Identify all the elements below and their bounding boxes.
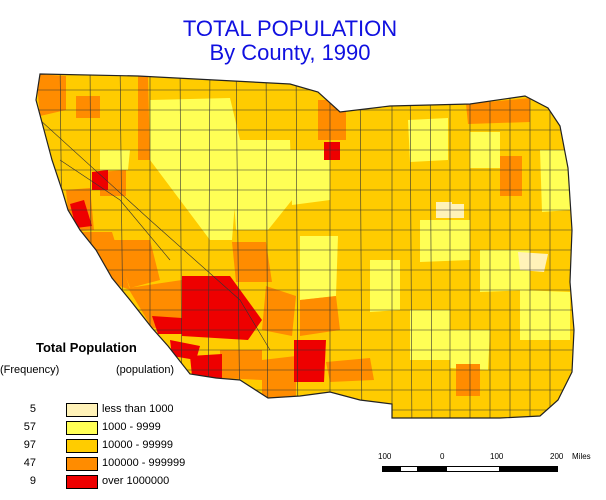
- county-fill-red: [92, 170, 108, 190]
- legend-population-header: (population): [116, 364, 175, 376]
- scale-label: 100: [378, 452, 392, 461]
- legend-row: 97 10000 - 99999: [0, 438, 260, 454]
- county-fill-yellow: [520, 290, 570, 340]
- county-fill-yellow: [180, 100, 210, 130]
- legend-label: 10000 - 99999: [102, 439, 173, 451]
- county-fill-yellow: [300, 236, 338, 300]
- scale-segment: [400, 466, 418, 472]
- county-fill-orange: [466, 98, 530, 124]
- county-fill-red: [190, 354, 222, 378]
- county-fill-yellow: [290, 150, 330, 205]
- county-fill-orange: [138, 76, 150, 160]
- county-fill-yellow: [100, 150, 130, 170]
- legend-swatch: [66, 403, 98, 417]
- county-fill-red: [324, 142, 340, 160]
- legend-label: over 1000000: [102, 475, 170, 487]
- legend: Total Population (Frequency) (population…: [0, 340, 260, 500]
- county-fill-red: [152, 316, 182, 334]
- county-fill-orange: [76, 96, 100, 118]
- county-fill-orange: [262, 286, 296, 336]
- legend-frequency-header: (Frequency): [0, 364, 60, 376]
- legend-swatch: [66, 421, 98, 435]
- county-fill-orange: [36, 74, 66, 116]
- legend-title: Total Population: [36, 340, 137, 355]
- legend-row: 9 over 1000000: [0, 474, 260, 490]
- county-fill-yellow: [410, 310, 450, 360]
- county-fill-orange: [456, 364, 480, 396]
- county-fill-red: [182, 276, 262, 340]
- county-fill-pale: [452, 204, 464, 218]
- county-fill-orange: [318, 100, 346, 140]
- county-fill-yellow: [230, 140, 292, 230]
- legend-count: 5: [29, 403, 36, 415]
- county-fill-yellow: [540, 150, 570, 212]
- legend-row: 47 100000 - 999999: [0, 456, 260, 472]
- legend-label: less than 1000: [102, 403, 174, 415]
- scale-bar: 100 0 100 200 Miles: [372, 448, 602, 488]
- county-fill-orange: [232, 242, 272, 282]
- scale-label: 0: [440, 452, 445, 461]
- scale-segment: [418, 466, 446, 472]
- county-fill-red: [294, 340, 326, 382]
- county-fill-yellow: [370, 260, 400, 312]
- legend-count: 57: [23, 421, 36, 433]
- legend-label: 1000 - 9999: [102, 421, 161, 433]
- county-fill-yellow: [420, 220, 470, 262]
- scale-segment: [382, 466, 400, 472]
- county-fill-pale: [518, 252, 548, 272]
- legend-swatch: [66, 439, 98, 453]
- legend-swatch: [66, 475, 98, 489]
- map-title: TOTAL POPULATION: [182, 16, 398, 41]
- legend-swatch: [66, 457, 98, 471]
- legend-label: 100000 - 999999: [102, 457, 186, 469]
- scale-segment: [500, 466, 558, 472]
- county-fill-yellow: [480, 250, 530, 292]
- county-fill-orange: [220, 350, 262, 380]
- legend-row: 5 less than 1000: [0, 402, 260, 418]
- county-fill-yellow: [150, 98, 240, 240]
- county-fill-yellow: [408, 118, 448, 162]
- county-fill-red: [70, 200, 92, 228]
- scale-unit: Miles: [572, 452, 591, 461]
- scale-segment: [446, 466, 500, 472]
- county-fill-orange: [262, 356, 296, 398]
- scale-label: 200: [550, 452, 564, 461]
- map-subtitle: By County, 1990: [209, 40, 371, 65]
- legend-count: 9: [29, 475, 36, 487]
- legend-count: 47: [23, 457, 36, 469]
- legend-row: 57 1000 - 9999: [0, 420, 260, 436]
- county-fill-orange: [112, 240, 160, 288]
- legend-count: 97: [23, 439, 36, 451]
- region-outline: [35, 73, 575, 419]
- county-fill-orange: [500, 156, 522, 196]
- scale-label: 100: [490, 452, 504, 461]
- county-layer: [36, 74, 574, 418]
